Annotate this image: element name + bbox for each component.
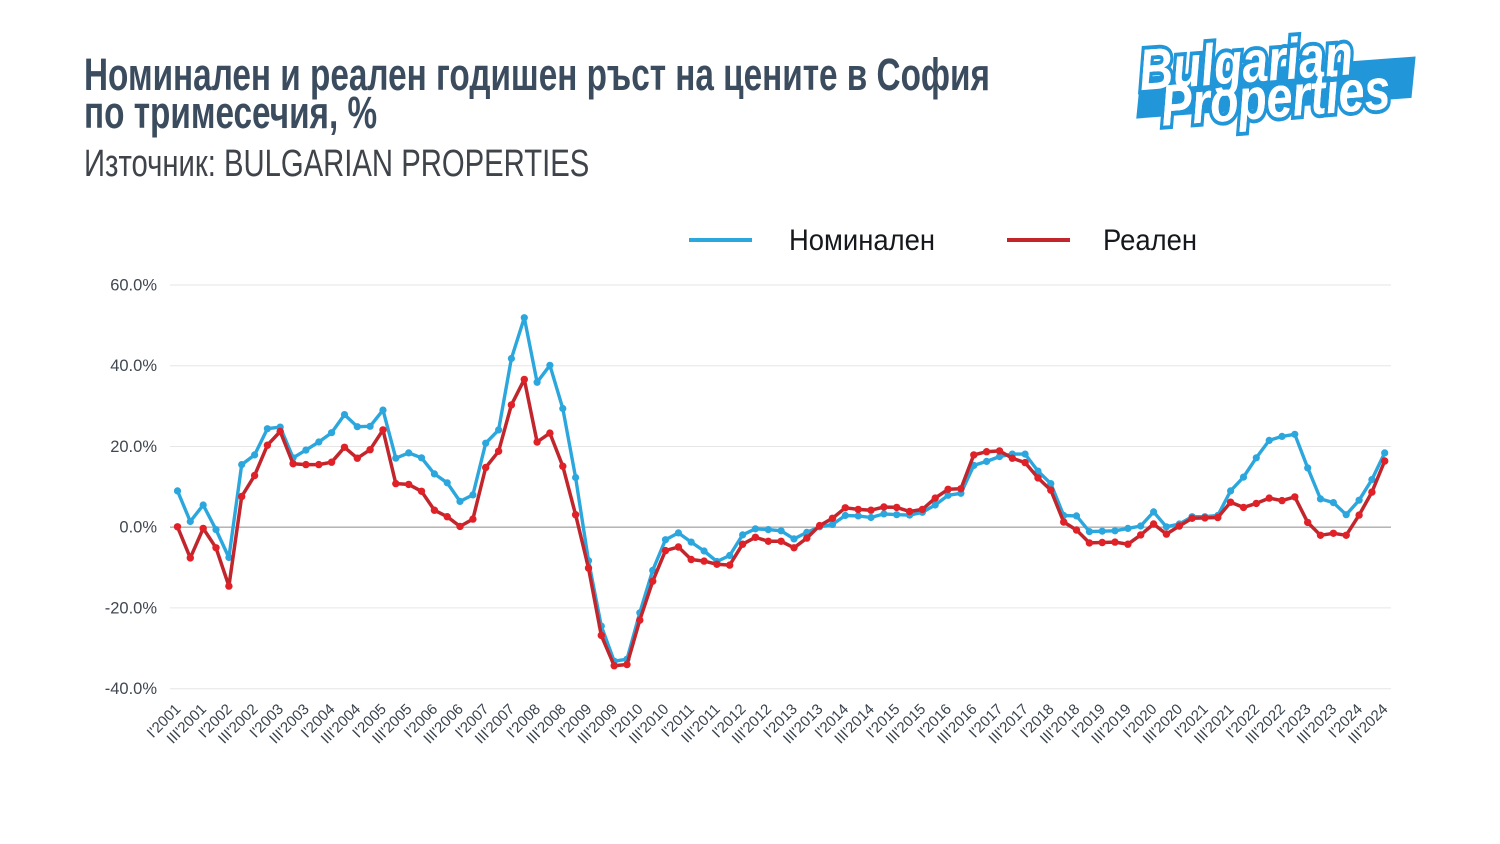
svg-text:60.0%: 60.0% [110, 277, 157, 295]
svg-text:20.0%: 20.0% [110, 438, 157, 456]
svg-text:0.0%: 0.0% [119, 519, 157, 537]
svg-text:40.0%: 40.0% [110, 357, 157, 375]
svg-text:Номинален: Номинален [789, 224, 935, 257]
svg-text:Реален: Реален [1103, 224, 1197, 257]
svg-text:-40.0%: -40.0% [105, 680, 158, 698]
svg-text:-20.0%: -20.0% [105, 599, 158, 617]
